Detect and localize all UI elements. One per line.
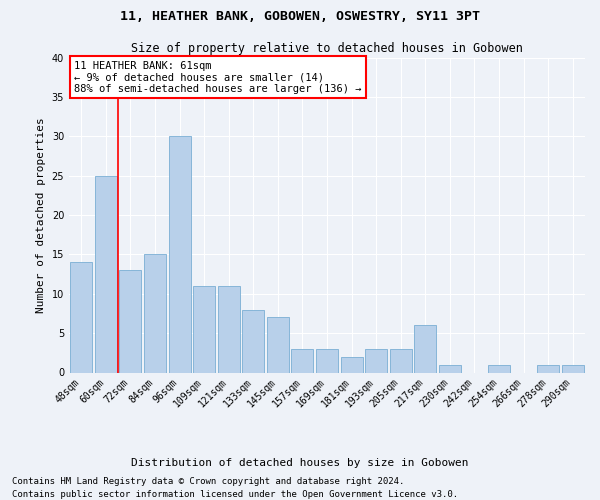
Bar — [95, 176, 117, 372]
Bar — [414, 325, 436, 372]
Bar — [537, 364, 559, 372]
Bar — [119, 270, 142, 372]
Y-axis label: Number of detached properties: Number of detached properties — [36, 117, 46, 313]
Bar — [193, 286, 215, 372]
Bar — [267, 318, 289, 372]
Text: Contains public sector information licensed under the Open Government Licence v3: Contains public sector information licen… — [12, 490, 458, 499]
Bar — [292, 349, 313, 372]
Bar — [488, 364, 510, 372]
Text: Distribution of detached houses by size in Gobowen: Distribution of detached houses by size … — [131, 458, 469, 468]
Bar — [439, 364, 461, 372]
Bar — [144, 254, 166, 372]
Bar — [218, 286, 240, 372]
Bar — [169, 136, 191, 372]
Text: 11, HEATHER BANK, GOBOWEN, OSWESTRY, SY11 3PT: 11, HEATHER BANK, GOBOWEN, OSWESTRY, SY1… — [120, 10, 480, 23]
Bar — [389, 349, 412, 372]
Bar — [316, 349, 338, 372]
Bar — [70, 262, 92, 372]
Bar — [242, 310, 265, 372]
Title: Size of property relative to detached houses in Gobowen: Size of property relative to detached ho… — [131, 42, 523, 55]
Text: Contains HM Land Registry data © Crown copyright and database right 2024.: Contains HM Land Registry data © Crown c… — [12, 478, 404, 486]
Bar — [562, 364, 584, 372]
Bar — [341, 357, 362, 372]
Text: 11 HEATHER BANK: 61sqm
← 9% of detached houses are smaller (14)
88% of semi-deta: 11 HEATHER BANK: 61sqm ← 9% of detached … — [74, 60, 362, 94]
Bar — [365, 349, 387, 372]
